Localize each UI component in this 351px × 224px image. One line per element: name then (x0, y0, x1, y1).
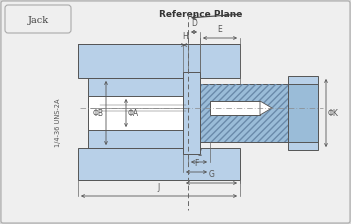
Text: Jack: Jack (27, 15, 48, 24)
Bar (78, 44, 240, 76)
Text: J: J (158, 183, 160, 192)
Text: F: F (194, 159, 199, 168)
Bar (200, 84, 288, 142)
Bar (288, 84, 318, 142)
Bar (88, 78, 188, 148)
Bar (288, 76, 318, 150)
Bar (78, 44, 240, 78)
FancyBboxPatch shape (5, 5, 71, 33)
Text: Reference Plane: Reference Plane (159, 10, 242, 19)
Bar (210, 101, 260, 115)
Text: 1/4-36 UNS-2A: 1/4-36 UNS-2A (55, 99, 61, 147)
Bar (88, 96, 188, 130)
Text: E: E (218, 25, 223, 34)
Bar (200, 84, 288, 142)
Text: C: C (196, 149, 201, 158)
Text: ΦA: ΦA (128, 108, 139, 118)
Text: G: G (208, 170, 214, 179)
Text: ΦB: ΦB (93, 108, 104, 118)
Bar (78, 44, 240, 76)
Polygon shape (260, 101, 272, 115)
Bar (78, 148, 240, 180)
Text: D: D (191, 19, 197, 28)
Text: H: H (183, 32, 188, 41)
Bar (183, 72, 200, 154)
Text: ΦK: ΦK (328, 108, 339, 118)
